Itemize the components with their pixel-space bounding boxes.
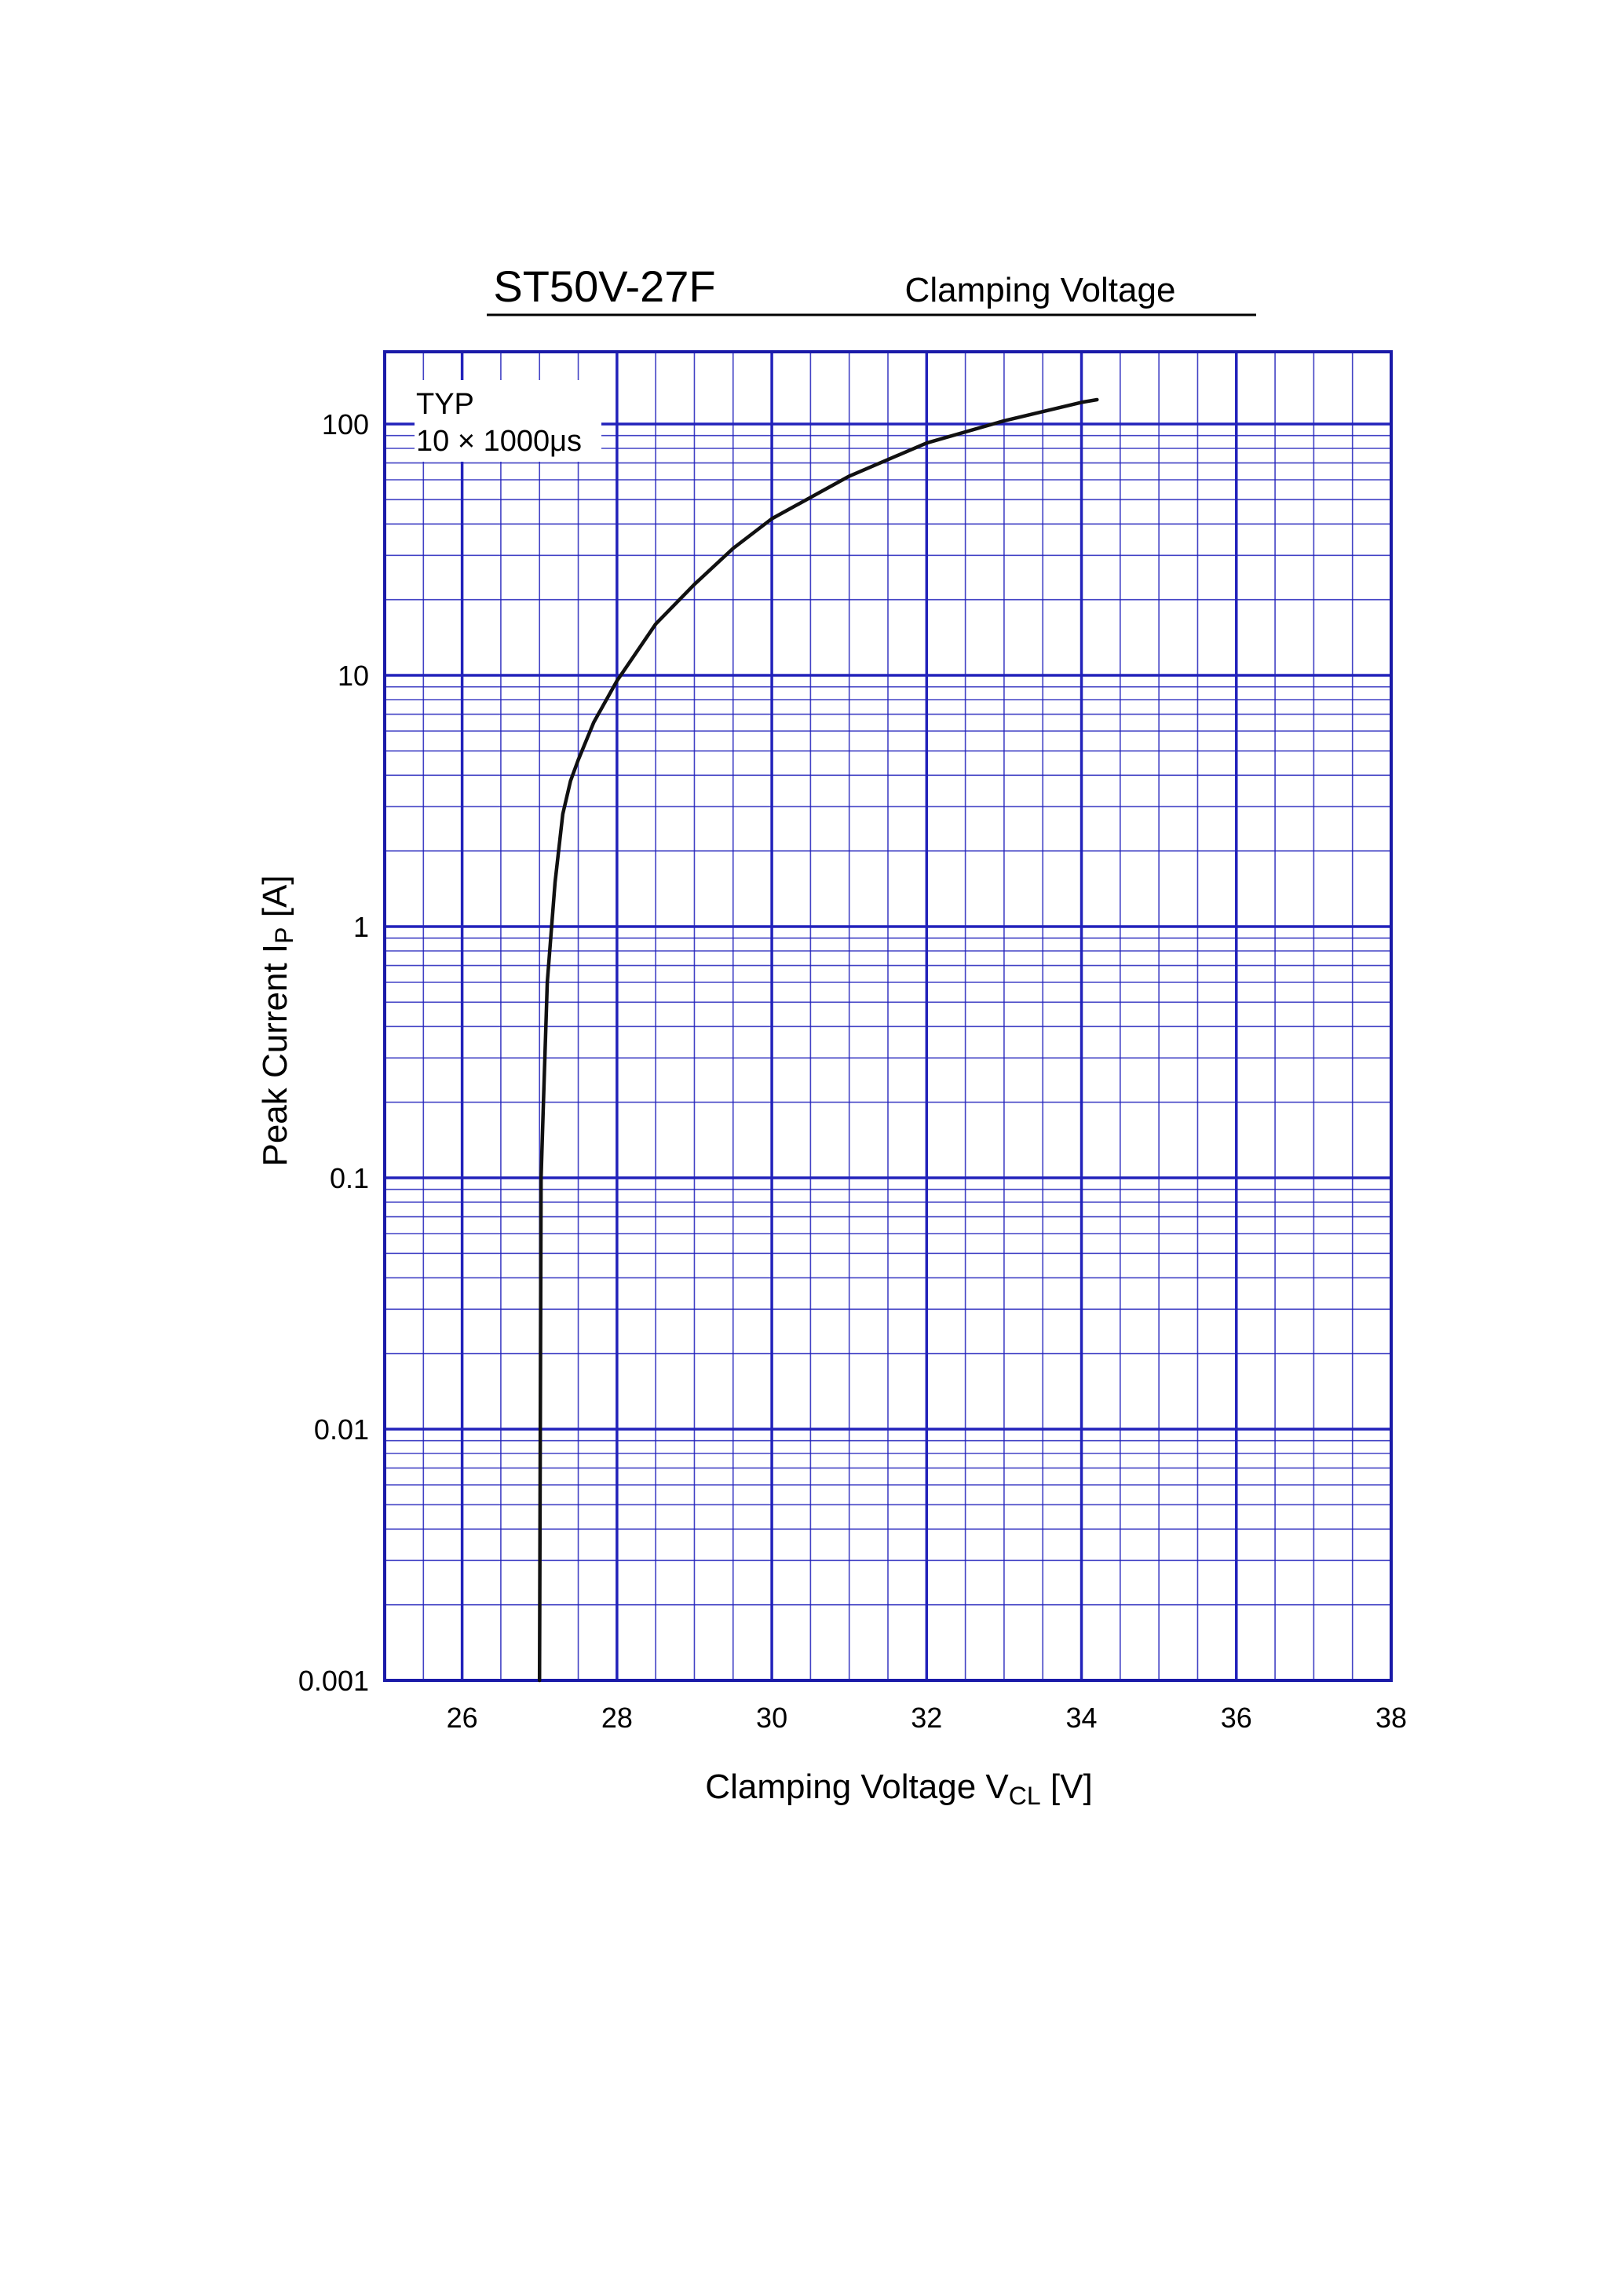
x-tick-label: 38 bbox=[1375, 1702, 1407, 1734]
x-tick-label: 28 bbox=[601, 1702, 633, 1734]
plot-frame bbox=[383, 350, 1393, 1682]
x-tick-label: 32 bbox=[911, 1702, 942, 1734]
y-tick-label: 100 bbox=[322, 408, 369, 441]
annotation-box bbox=[415, 380, 601, 462]
annotation-waveform: 10 × 1000μs bbox=[416, 425, 582, 458]
y-tick-label: 0.1 bbox=[330, 1162, 369, 1194]
x-tick-label: 30 bbox=[756, 1702, 787, 1734]
y-tick-label: 0.001 bbox=[298, 1665, 369, 1697]
x-axis-label: Clamping Voltage VCL [V] bbox=[705, 1768, 1092, 1810]
series-line bbox=[537, 397, 1099, 1683]
y-axis-ticks: 0.001 0.01 0.1 1 10 100 bbox=[298, 408, 369, 1697]
y-axis-label: Peak Current IP [A] bbox=[256, 875, 298, 1166]
y-tick-label: 0.01 bbox=[314, 1413, 369, 1446]
chart-title: ST50V-27F bbox=[493, 261, 715, 311]
chart-subtitle: Clamping Voltage bbox=[905, 271, 1176, 309]
series bbox=[537, 397, 1099, 1683]
y-tick-label: 10 bbox=[338, 660, 369, 692]
x-tick-label: 26 bbox=[447, 1702, 478, 1734]
grid bbox=[384, 352, 1393, 1682]
annotation-typ: TYP bbox=[416, 388, 474, 421]
x-tick-label: 36 bbox=[1221, 1702, 1252, 1734]
y-tick-label: 1 bbox=[353, 911, 369, 943]
x-tick-label: 34 bbox=[1066, 1702, 1098, 1734]
x-axis-ticks: 26 28 30 32 34 36 38 bbox=[447, 1702, 1407, 1734]
